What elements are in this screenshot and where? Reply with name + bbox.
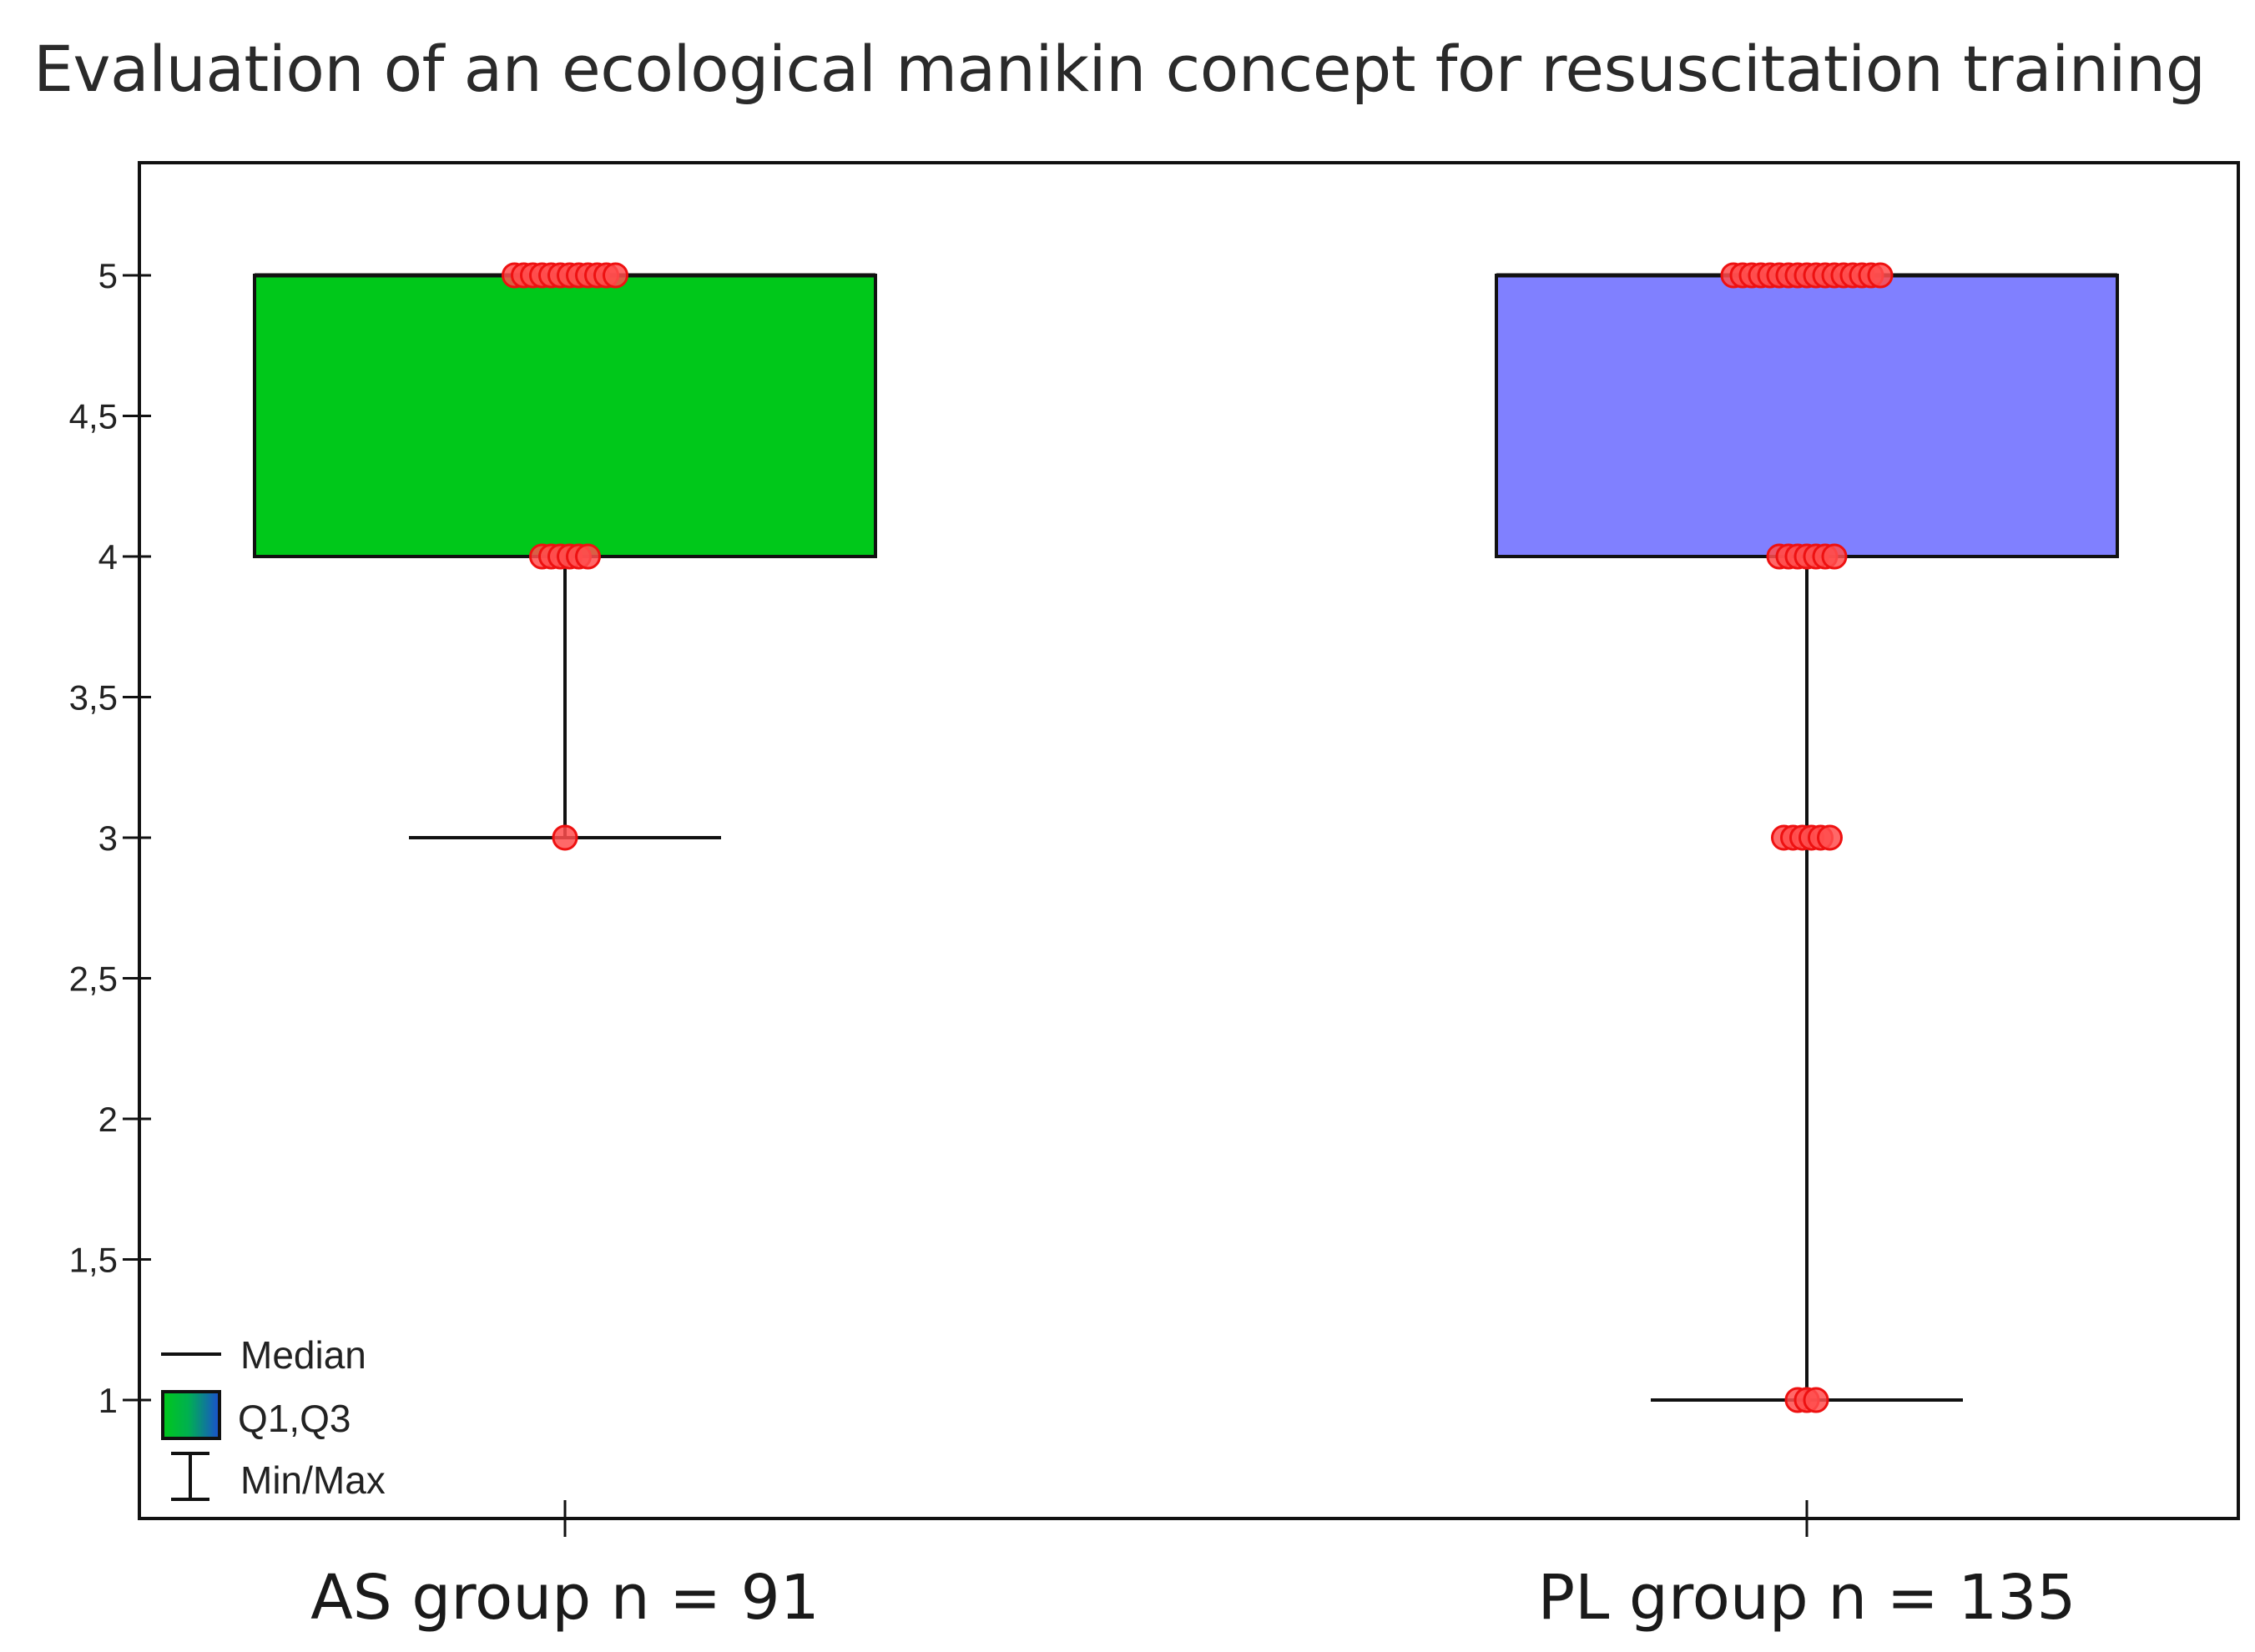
boxes <box>253 273 2119 1402</box>
box-q1-q3 <box>1495 274 2119 558</box>
page-title: Evaluation of an ecological manikin conc… <box>33 32 2206 106</box>
y-tick-label: 3 <box>98 818 118 858</box>
x-axis: AS group n = 91 PL group n = 135 <box>310 1500 2076 1634</box>
y-tick-label: 5 <box>98 256 118 295</box>
y-tick-label: 2 <box>98 1100 118 1139</box>
plot-frame <box>138 161 2240 1520</box>
data-points <box>502 262 1894 1413</box>
legend: Median Q1,Q3 Min/Max <box>161 1333 386 1502</box>
data-point <box>1817 824 1843 851</box>
y-tick-label: 2,5 <box>69 959 118 999</box>
data-point <box>552 824 578 851</box>
legend-median-label: Median <box>240 1333 366 1377</box>
y-axis: 1 1,5 2 2,5 3 3,5 4 4,5 5 <box>69 256 151 1420</box>
data-point <box>603 262 628 289</box>
data-point <box>575 543 601 570</box>
legend-minmax-swatch <box>171 1452 209 1501</box>
y-tick-label: 3,5 <box>69 678 118 718</box>
y-tick-label: 1 <box>98 1381 118 1420</box>
y-tick-label: 1,5 <box>69 1241 118 1280</box>
x-category-label: PL group n = 135 <box>1537 1562 2076 1634</box>
legend-q1q3-label: Q1,Q3 <box>238 1397 351 1440</box>
data-point <box>1867 262 1894 289</box>
legend-minmax-label: Min/Max <box>240 1458 386 1502</box>
box-q1-q3 <box>253 274 877 558</box>
y-tick-label: 4 <box>98 537 118 577</box>
x-category-label: AS group n = 91 <box>310 1562 820 1634</box>
y-tick-label: 4,5 <box>69 397 118 436</box>
data-point <box>1821 543 1848 570</box>
data-point <box>1803 1387 1829 1413</box>
legend-q1q3-swatch <box>161 1390 221 1440</box>
